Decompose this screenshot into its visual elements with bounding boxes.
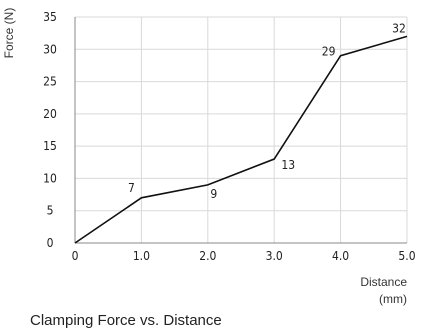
y-tick-label: 20 — [43, 107, 57, 121]
y-tick-label: 15 — [43, 139, 57, 153]
x-tick-label: 4.0 — [332, 249, 349, 263]
y-tick-label: 35 — [43, 10, 57, 24]
x-tick-label: 0 — [72, 249, 79, 263]
x-tick-labels: 0 1.0 2.0 3.0 4.0 5.0 — [72, 249, 416, 263]
y-tick-labels: 0 5 10 15 20 25 30 35 — [43, 10, 57, 250]
data-labels: 7 9 13 29 32 — [128, 21, 406, 201]
axes — [74, 17, 407, 244]
data-label: 29 — [322, 45, 336, 59]
x-axis-label-line1: Distance — [360, 275, 407, 289]
data-label: 9 — [210, 187, 217, 201]
y-axis-label: Force (N) — [2, 8, 16, 59]
data-label: 7 — [128, 181, 135, 195]
chart-title: Clamping Force vs. Distance — [30, 312, 222, 329]
x-tick-label: 5.0 — [398, 249, 415, 263]
x-tick-label: 2.0 — [199, 249, 216, 263]
series-layer — [74, 35, 408, 244]
data-label: 32 — [392, 21, 406, 35]
x-tick-label: 1.0 — [133, 249, 150, 263]
y-tick-label: 30 — [43, 42, 57, 56]
grid — [75, 16, 408, 243]
y-tick-label: 0 — [47, 236, 54, 250]
y-tick-label: 5 — [47, 204, 54, 218]
data-label: 13 — [281, 158, 295, 172]
x-tick-label: 3.0 — [266, 249, 283, 263]
x-axis-label-line2: (mm) — [379, 292, 407, 306]
y-tick-label: 10 — [43, 171, 57, 185]
y-tick-label: 25 — [43, 75, 57, 89]
series-line — [74, 35, 408, 244]
